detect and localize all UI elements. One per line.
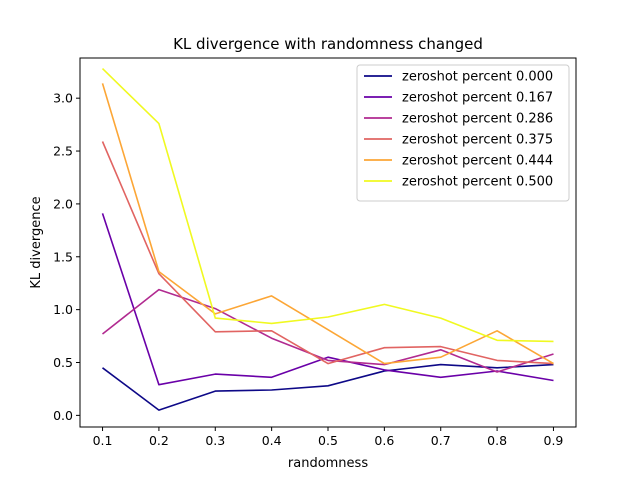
y-tick-label: 1.0 (53, 302, 73, 317)
series-lines (101, 68, 554, 411)
x-tick-label: 0.9 (544, 433, 564, 448)
legend: zeroshot percent 0.000 zeroshot percent 0… (356, 64, 570, 202)
x-tick-label: 0.2 (149, 433, 169, 448)
x-tick-label: 0.5 (318, 433, 338, 448)
x-axis-label: randomness (288, 456, 368, 471)
x-tick-label: 0.1 (93, 433, 113, 448)
series-line-zeroshot-percent-0-444 (101, 83, 554, 365)
y-tick-label: 2.0 (53, 196, 73, 211)
x-tick-label: 0.7 (431, 433, 451, 448)
legend-label: zeroshot percent 0.500 (402, 175, 553, 190)
y-tick-label: 0.0 (53, 408, 73, 423)
x-tick-label: 0.8 (487, 433, 507, 448)
x-tick-label: 0.4 (262, 433, 282, 448)
y-axis-label: KL divergence (29, 196, 44, 288)
y-tick-label: 2.5 (53, 144, 73, 159)
series-line-zeroshot-percent-0-500 (101, 68, 554, 343)
series-line-zeroshot-percent-0-000 (102, 363, 554, 411)
legend-label: zeroshot percent 0.167 (402, 91, 553, 106)
x-tick-label: 0.3 (205, 433, 225, 448)
y-tick-label: 1.5 (53, 249, 73, 264)
series-line-zeroshot-percent-0-375 (101, 141, 554, 365)
series-line-zeroshot-percent-0-286 (102, 288, 554, 373)
legend-label: zeroshot percent 0.000 (402, 70, 553, 85)
series-line-zeroshot-percent-0-167 (101, 213, 554, 386)
legend-label: zeroshot percent 0.375 (402, 133, 553, 148)
y-tick-label: 0.5 (53, 355, 73, 370)
axis-ticks: 0.1 0.2 0.3 0.4 0.5 0.6 0.7 0.8 0.9 0.0 0.5 1.0 1.5 2… (53, 91, 563, 448)
legend-label: zeroshot percent 0.286 (402, 112, 553, 127)
chart-title: KL divergence with randomness changed (173, 35, 483, 53)
legend-label: zeroshot percent 0.444 (402, 154, 553, 169)
plot-frame (79, 57, 577, 428)
y-tick-label: 3.0 (53, 91, 73, 106)
x-tick-label: 0.6 (374, 433, 394, 448)
legend-box (356, 64, 570, 202)
